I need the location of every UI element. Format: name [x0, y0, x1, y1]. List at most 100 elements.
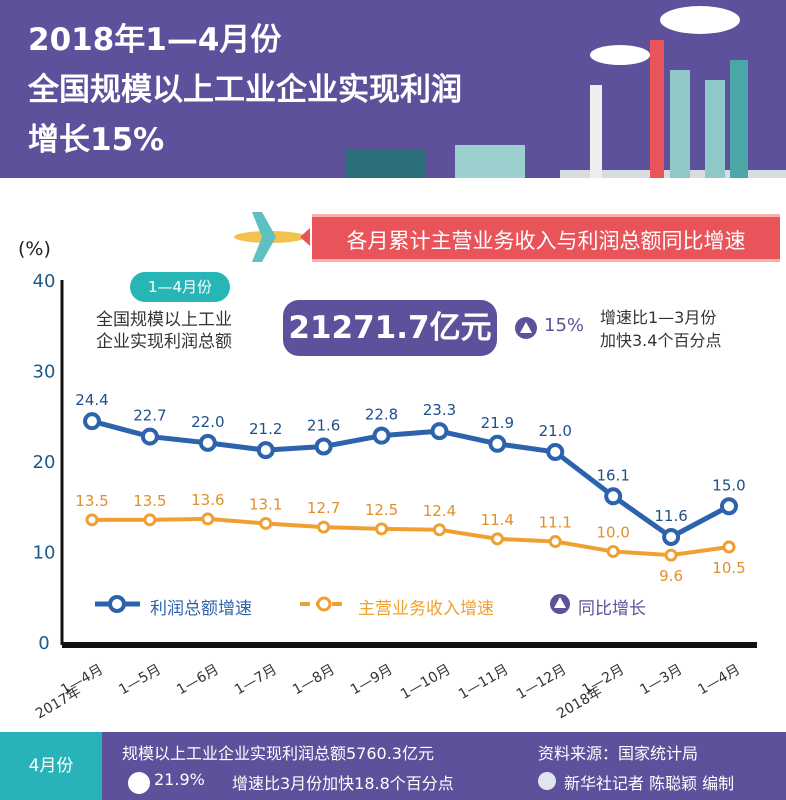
data-point — [490, 532, 504, 546]
y-tick-label: 30 — [33, 362, 56, 383]
data-point — [85, 513, 99, 527]
year-label: 2018年 — [554, 684, 605, 723]
data-label: 12.7 — [307, 499, 340, 517]
period-badge: 1—4月份 — [130, 272, 230, 302]
data-label: 21.0 — [539, 422, 572, 440]
legend-profit: 利润总额增速 — [150, 599, 252, 619]
summary-desc-line-1: 全国规模以上工业 — [96, 310, 232, 330]
data-point — [722, 540, 736, 554]
x-tick-label: 1—12月 — [514, 662, 569, 703]
data-point — [664, 548, 678, 562]
data-label: 16.1 — [596, 466, 629, 484]
data-point — [604, 487, 623, 506]
data-label: 22.7 — [133, 407, 166, 425]
data-point — [546, 442, 565, 461]
data-point — [488, 434, 507, 453]
legend-profit-marker — [108, 595, 126, 613]
data-point — [720, 497, 738, 516]
title-line-3: 增长15% — [28, 122, 165, 158]
data-label: 10.5 — [712, 559, 745, 577]
growth-note-line-2: 加快3.4个百分点 — [600, 331, 722, 350]
data-label: 21.6 — [307, 417, 340, 435]
data-point — [548, 535, 562, 549]
data-point — [606, 545, 620, 558]
data-label: 13.6 — [191, 491, 224, 509]
footer-up-triangle-icon — [128, 772, 150, 794]
x-tick-label: 1—9月 — [348, 662, 396, 699]
year-label: 2017年 — [33, 684, 84, 723]
summary-desc-line-2: 企业实现利润总额 — [96, 332, 232, 352]
factory-illustration — [345, 6, 786, 178]
x-tick-label: 1—8月 — [290, 662, 338, 699]
growth-note: 增速比1—3月份 加快3.4个百分点 — [600, 306, 721, 352]
x-tick-label: 1—5月 — [116, 662, 164, 699]
legend-revenue-marker — [316, 596, 332, 612]
data-point — [140, 427, 159, 446]
header: 2018年1—4月份 全国规模以上工业企业实现利润 增长15% — [0, 0, 786, 178]
title-line-1: 2018年1—4月份 — [28, 22, 282, 58]
y-axis-label: (%) — [18, 238, 51, 260]
data-label: 13.5 — [133, 492, 166, 510]
legend-yoy: 同比增长 — [578, 599, 646, 619]
growth-value: 15% — [544, 315, 585, 336]
data-point — [201, 512, 215, 526]
growth-note-line-1: 增速比1—3月份 — [600, 308, 717, 327]
data-label: 9.6 — [659, 567, 683, 585]
chart-title-ribbon: 各月累计主营业务收入与利润总额同比增速 — [312, 214, 780, 262]
x-tick-label: 1—10月 — [398, 662, 453, 703]
series-line-1 — [92, 516, 730, 558]
data-label: 11.6 — [654, 507, 687, 525]
footer-growth: 21.9% — [154, 770, 205, 789]
series-line-0 — [91, 418, 731, 540]
summary-desc: 全国规模以上工业 企业实现利润总额 — [96, 309, 232, 353]
footer-credit: 新华社记者 陈聪颖 编制 — [564, 774, 735, 793]
data-point — [314, 437, 333, 456]
legend-yoy-triangle-icon — [554, 597, 566, 608]
x-tick-label: 1—11月 — [456, 662, 511, 703]
x-tick-label: 1—6月 — [174, 662, 222, 699]
data-label: 21.2 — [249, 420, 282, 438]
x-tick-label: 1—4月 — [695, 662, 743, 699]
x-axis — [62, 642, 757, 648]
data-point — [317, 520, 331, 534]
data-point — [259, 516, 273, 530]
profit-total: 21271.7亿元 — [283, 300, 497, 356]
data-point — [432, 523, 446, 537]
data-point — [430, 422, 449, 441]
data-point — [198, 433, 217, 452]
footer: 4月份 规模以上工业企业实现利润总额5760.3亿元 21.9% 增速比3月份加… — [0, 732, 786, 800]
data-label: 11.1 — [539, 514, 572, 532]
data-label: 12.5 — [365, 501, 398, 519]
data-label: 13.5 — [75, 492, 108, 510]
footer-month: 4月份 — [0, 732, 102, 800]
data-point — [375, 522, 389, 536]
data-label: 22.0 — [191, 413, 224, 431]
data-point — [256, 441, 275, 460]
up-triangle-icon — [515, 317, 537, 339]
data-label: 11.4 — [481, 511, 514, 529]
data-label: 10.0 — [596, 524, 629, 542]
data-label: 13.1 — [249, 495, 282, 513]
y-tick-label: 10 — [33, 543, 56, 564]
xinhua-logo-icon — [538, 772, 556, 790]
footer-source: 资料来源：国家统计局 — [538, 744, 699, 763]
data-label: 15.0 — [712, 476, 745, 494]
y-tick-label: 0 — [38, 633, 49, 654]
legend-revenue: 主营业务收入增速 — [358, 599, 494, 619]
footer-line-2: 增速比3月份加快18.8个百分点 — [232, 774, 454, 793]
footer-line-1: 规模以上工业企业实现利润总额5760.3亿元 — [122, 744, 434, 763]
data-point — [662, 528, 681, 547]
data-label: 22.8 — [365, 406, 398, 424]
data-point — [83, 412, 101, 431]
data-point — [372, 426, 391, 445]
x-tick-label: 1—3月 — [637, 662, 685, 699]
title-line-2: 全国规模以上工业企业实现利润 — [28, 72, 462, 108]
data-label: 23.3 — [423, 401, 456, 419]
data-label: 24.4 — [75, 391, 108, 409]
data-point — [143, 513, 157, 527]
x-tick-label: 1—7月 — [232, 662, 280, 699]
y-tick-label: 20 — [33, 452, 56, 473]
y-tick-label: 40 — [33, 271, 56, 292]
